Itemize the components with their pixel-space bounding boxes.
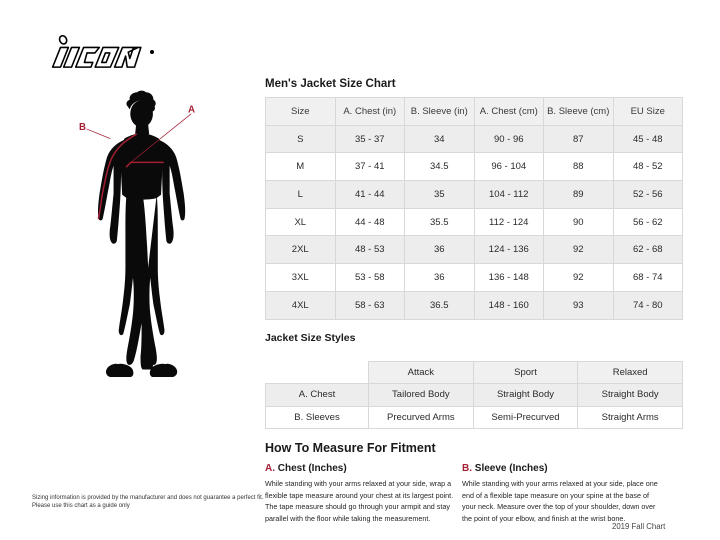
svg-text:B: B (79, 122, 86, 133)
svg-text:A: A (188, 105, 195, 116)
